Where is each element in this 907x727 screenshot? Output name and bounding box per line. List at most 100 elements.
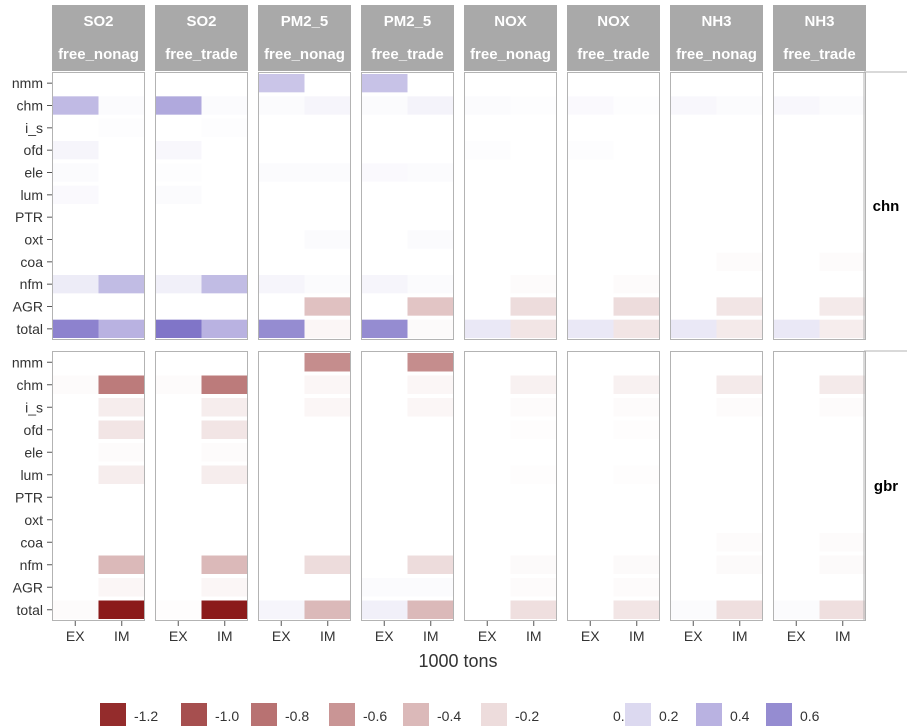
heatmap-cell bbox=[155, 510, 202, 529]
heatmap-cell bbox=[258, 555, 305, 574]
y-tick-label: PTR bbox=[15, 209, 43, 225]
heatmap-cell bbox=[567, 163, 614, 182]
heatmap-cell bbox=[52, 96, 99, 115]
heatmap-cell bbox=[716, 375, 763, 394]
heatmap-cell bbox=[98, 465, 145, 484]
heatmap-cell bbox=[716, 488, 763, 507]
heatmap-cell bbox=[670, 375, 717, 394]
heatmap-cell bbox=[304, 465, 351, 484]
heatmap-cell bbox=[510, 375, 557, 394]
heatmap-cell bbox=[773, 185, 820, 204]
panel-chn-6 bbox=[670, 72, 763, 340]
heatmap-cell bbox=[613, 600, 660, 619]
panel-border bbox=[361, 72, 454, 340]
heatmap-cell bbox=[52, 141, 99, 160]
panel-border bbox=[155, 351, 248, 621]
heatmap-cell bbox=[201, 398, 248, 417]
heatmap-cell bbox=[464, 488, 511, 507]
heatmap-cell bbox=[464, 230, 511, 249]
panel-gbr-2 bbox=[258, 351, 351, 621]
heatmap-cell bbox=[567, 488, 614, 507]
heatmap-cell bbox=[155, 578, 202, 597]
heatmap-cell bbox=[613, 398, 660, 417]
panel-chn-1 bbox=[155, 72, 248, 340]
heatmap-cell bbox=[510, 230, 557, 249]
heatmap-cell bbox=[773, 297, 820, 316]
heatmap-cell bbox=[716, 443, 763, 462]
legend-label: -1.2 bbox=[134, 708, 158, 724]
strip-pollutant-label: PM2_5 bbox=[384, 13, 432, 30]
column-strips: SO2 free_nonag SO2 free_trade PM2_5 free_nona… bbox=[52, 5, 866, 71]
heatmap-cell bbox=[98, 230, 145, 249]
strip-scenario-label: free_nonag bbox=[264, 46, 345, 63]
heatmap-cell bbox=[155, 163, 202, 182]
heatmap-cell bbox=[201, 510, 248, 529]
column-strip bbox=[567, 5, 660, 71]
heatmap-cell bbox=[510, 252, 557, 271]
heatmap-cell bbox=[567, 185, 614, 204]
panel-border bbox=[258, 72, 351, 340]
heatmap-cell bbox=[464, 443, 511, 462]
heatmap-cell bbox=[361, 230, 408, 249]
heatmap-cell bbox=[613, 555, 660, 574]
panel-gbr-6 bbox=[670, 351, 763, 621]
heatmap-cell bbox=[258, 230, 305, 249]
heatmap-cell bbox=[819, 96, 866, 115]
heatmap-cell bbox=[361, 375, 408, 394]
heatmap-cell bbox=[716, 398, 763, 417]
panel-background bbox=[155, 351, 248, 621]
heatmap-cell bbox=[773, 96, 820, 115]
heatmap-cell bbox=[464, 398, 511, 417]
heatmap-cell bbox=[510, 510, 557, 529]
heatmap-cell bbox=[258, 578, 305, 597]
heatmap-cell bbox=[773, 398, 820, 417]
heatmap-cell bbox=[361, 398, 408, 417]
heatmap-cell bbox=[670, 555, 717, 574]
panels-layer bbox=[52, 72, 866, 621]
panel-background bbox=[361, 72, 454, 340]
panel-gbr-0 bbox=[52, 351, 145, 621]
heatmap-cell bbox=[407, 488, 454, 507]
heatmap-cell bbox=[155, 96, 202, 115]
heatmap-cell bbox=[304, 600, 351, 619]
heatmap-cell bbox=[670, 230, 717, 249]
heatmap-cell bbox=[670, 420, 717, 439]
heatmap-cell bbox=[98, 353, 145, 372]
heatmap-cell bbox=[201, 578, 248, 597]
heatmap-cell bbox=[52, 118, 99, 137]
heatmap-cell bbox=[258, 118, 305, 137]
heatmap-cell bbox=[258, 163, 305, 182]
heatmap-cell bbox=[670, 208, 717, 227]
heatmap-cell bbox=[52, 74, 99, 93]
legend-label: -0.4 bbox=[437, 708, 461, 724]
heatmap-cell bbox=[510, 96, 557, 115]
heatmap-cell bbox=[567, 230, 614, 249]
heatmap-cell bbox=[510, 533, 557, 552]
heatmap-cell bbox=[613, 252, 660, 271]
heatmap-cell bbox=[510, 118, 557, 137]
heatmap-cell bbox=[304, 375, 351, 394]
heatmap-cell bbox=[773, 375, 820, 394]
heatmap-cell bbox=[567, 465, 614, 484]
heatmap-cell bbox=[567, 420, 614, 439]
heatmap-cell bbox=[510, 398, 557, 417]
heatmap-cell bbox=[304, 118, 351, 137]
panel-border bbox=[464, 351, 557, 621]
heatmap-cell bbox=[98, 185, 145, 204]
y-tick-label: oxt bbox=[24, 232, 43, 248]
y-tick-label: PTR bbox=[15, 489, 43, 505]
x-tick-label: EX bbox=[169, 628, 188, 644]
heatmap-cell bbox=[361, 252, 408, 271]
heatmap-cell bbox=[613, 275, 660, 294]
strip-pollutant-label: PM2_5 bbox=[281, 13, 329, 30]
x-tick-label: EX bbox=[66, 628, 85, 644]
y-tick-label: total bbox=[17, 602, 43, 618]
heatmap-cell bbox=[258, 600, 305, 619]
panel-border bbox=[464, 72, 557, 340]
heatmap-cell bbox=[201, 185, 248, 204]
heatmap-cell bbox=[98, 297, 145, 316]
heatmap-cell bbox=[567, 578, 614, 597]
column-strip bbox=[773, 5, 866, 71]
heatmap-cell bbox=[361, 74, 408, 93]
panel-gbr-5 bbox=[567, 351, 660, 621]
